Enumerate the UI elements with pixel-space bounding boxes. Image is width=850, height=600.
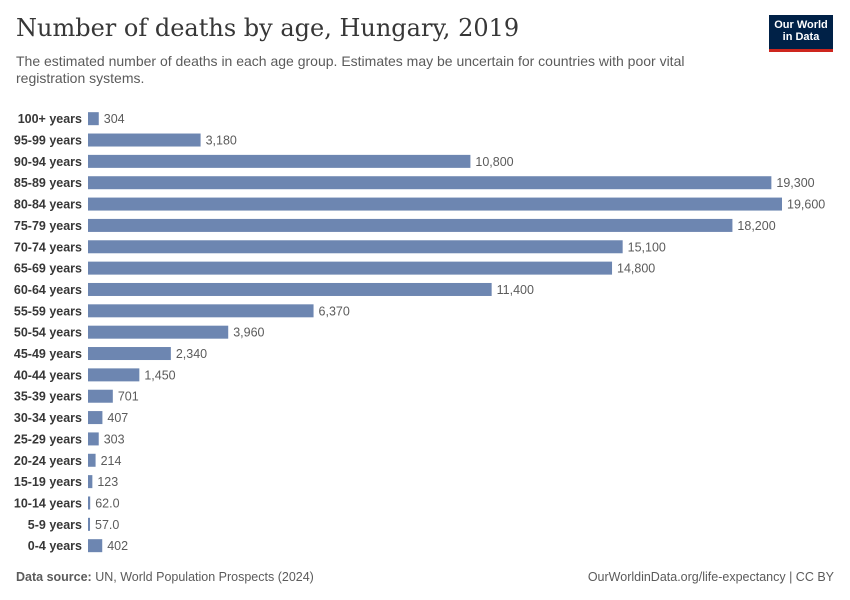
value-label: 2,340 — [176, 347, 207, 361]
bar[interactable] — [88, 112, 99, 126]
bar[interactable] — [88, 304, 314, 318]
data-source: Data source: UN, World Population Prospe… — [16, 570, 314, 584]
value-label: 3,180 — [206, 134, 237, 148]
value-label: 303 — [104, 432, 125, 446]
value-label: 15,100 — [628, 240, 666, 254]
bar[interactable] — [88, 347, 171, 361]
value-label: 19,300 — [776, 176, 814, 190]
category-label: 40-44 years — [14, 368, 82, 382]
category-label: 15-19 years — [14, 475, 82, 489]
data-source-label: Data source: — [16, 570, 92, 584]
category-label: 55-59 years — [14, 304, 82, 318]
value-label: 407 — [107, 411, 128, 425]
value-label: 10,800 — [475, 155, 513, 169]
category-label: 45-49 years — [14, 347, 82, 361]
logo-line-1: Our World — [774, 19, 828, 31]
category-label: 10-14 years — [14, 496, 82, 510]
bar[interactable] — [88, 432, 99, 446]
category-label: 60-64 years — [14, 283, 82, 297]
bar[interactable] — [88, 453, 96, 467]
bar-chart: 100+ years 304 95-99 years 3,180 90-94 years… — [14, 112, 825, 553]
category-label: 30-34 years — [14, 411, 82, 425]
value-label: 18,200 — [737, 219, 775, 233]
value-label: 57.0 — [95, 518, 119, 532]
logo-line-2: in Data — [782, 31, 820, 43]
bar[interactable] — [88, 261, 613, 275]
bar[interactable] — [88, 282, 492, 296]
value-label: 62.0 — [95, 496, 119, 510]
category-label: 90-94 years — [14, 155, 82, 169]
value-label: 701 — [118, 390, 139, 404]
bar[interactable] — [88, 517, 91, 531]
chart-title: Number of deaths by age, Hungary, 2019 — [16, 14, 520, 42]
owid-logo[interactable]: Our World in Data — [769, 15, 833, 52]
bar[interactable] — [88, 176, 772, 190]
bar[interactable] — [88, 154, 471, 168]
category-label: 95-99 years — [14, 134, 82, 148]
bar[interactable] — [88, 496, 91, 510]
bar[interactable] — [88, 325, 229, 339]
value-label: 14,800 — [617, 262, 655, 276]
category-label: 100+ years — [18, 112, 82, 126]
value-label: 19,600 — [787, 198, 825, 212]
category-label: 70-74 years — [14, 240, 82, 254]
category-label: 65-69 years — [14, 262, 82, 276]
category-label: 25-29 years — [14, 432, 82, 446]
data-source-text: UN, World Population Prospects (2024) — [95, 570, 314, 584]
chart-subtitle: The estimated number of deaths in each a… — [16, 53, 685, 86]
value-label: 123 — [97, 475, 118, 489]
category-label: 0-4 years — [28, 539, 82, 553]
bar[interactable] — [88, 133, 201, 147]
category-label: 5-9 years — [28, 518, 82, 532]
category-label: 75-79 years — [14, 219, 82, 233]
category-label: 50-54 years — [14, 326, 82, 340]
bar[interactable] — [88, 197, 782, 211]
bar[interactable] — [88, 240, 623, 254]
category-label: 35-39 years — [14, 390, 82, 404]
bar[interactable] — [88, 539, 103, 553]
bar[interactable] — [88, 389, 113, 403]
bar[interactable] — [88, 218, 733, 232]
bar[interactable] — [88, 368, 140, 382]
value-label: 6,370 — [319, 304, 350, 318]
footer-link[interactable]: OurWorldinData.org/life-expectancy | CC … — [587, 570, 834, 584]
bar[interactable] — [88, 411, 103, 425]
value-label: 11,400 — [497, 283, 534, 297]
category-label: 85-89 years — [14, 176, 82, 190]
category-label: 80-84 years — [14, 198, 82, 212]
value-label: 304 — [104, 112, 125, 126]
category-label: 20-24 years — [14, 454, 82, 468]
value-label: 214 — [101, 454, 122, 468]
bar[interactable] — [88, 475, 93, 489]
value-label: 402 — [107, 539, 128, 553]
value-label: 1,450 — [144, 368, 175, 382]
value-label: 3,960 — [233, 326, 264, 340]
